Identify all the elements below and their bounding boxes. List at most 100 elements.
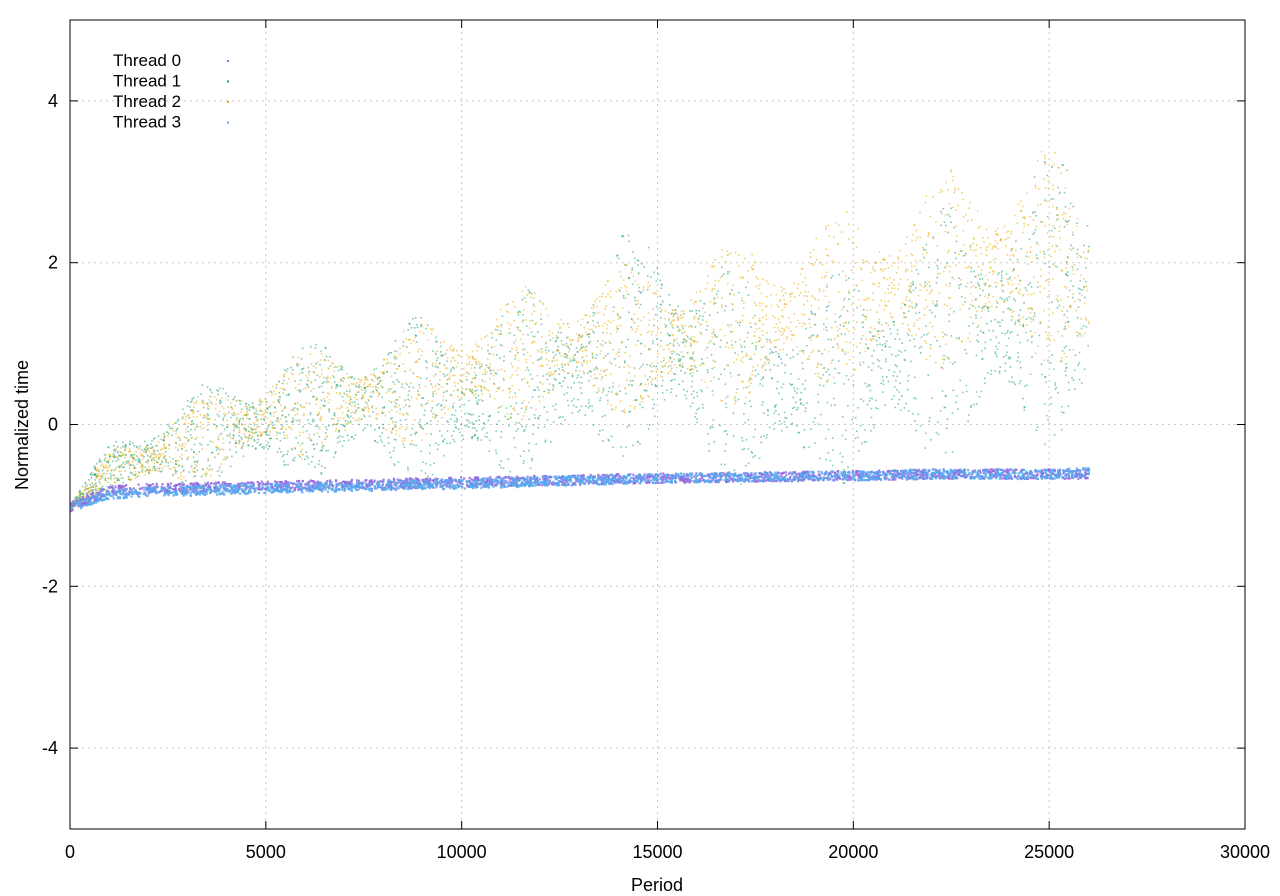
data-point (548, 330, 551, 333)
data-point (398, 365, 401, 367)
data-point (337, 441, 339, 444)
data-point (162, 452, 164, 455)
data-point (943, 406, 946, 409)
data-point (880, 367, 882, 370)
data-point (923, 256, 925, 259)
data-point (1037, 286, 1039, 288)
data-point (227, 399, 229, 401)
data-point (747, 281, 749, 283)
data-point (642, 289, 645, 291)
data-point (484, 373, 487, 375)
data-point (421, 350, 423, 352)
data-point (820, 363, 822, 366)
data-point (413, 327, 416, 329)
data-point (130, 454, 132, 456)
data-point (711, 266, 714, 269)
data-point (789, 300, 792, 302)
data-point (195, 463, 197, 466)
data-point (1085, 325, 1088, 328)
data-point (1032, 319, 1035, 321)
data-point (245, 412, 248, 415)
data-point (885, 322, 888, 324)
data-point (526, 382, 529, 385)
data-point (825, 458, 827, 461)
data-point (235, 420, 238, 422)
data-point (260, 418, 263, 420)
data-point (465, 388, 467, 390)
data-point (916, 319, 919, 321)
data-point (924, 340, 926, 342)
data-point (732, 435, 735, 437)
data-point (332, 424, 334, 426)
data-point (647, 286, 649, 288)
data-point (831, 464, 834, 467)
data-point (969, 201, 971, 204)
data-point (562, 323, 565, 325)
data-point (1056, 245, 1059, 248)
data-point (669, 370, 672, 372)
data-point (196, 465, 198, 467)
data-point (143, 447, 146, 450)
data-point (713, 297, 716, 299)
data-point (599, 353, 601, 355)
data-point (987, 372, 989, 374)
data-point (211, 403, 213, 405)
data-point (969, 246, 972, 248)
data-point (295, 436, 297, 439)
data-point (915, 429, 917, 432)
data-point (1083, 302, 1086, 305)
data-point (222, 442, 225, 444)
data-point (388, 399, 390, 402)
data-point (517, 413, 519, 415)
data-point (286, 420, 288, 423)
data-point (113, 474, 115, 477)
data-point (1011, 283, 1014, 286)
data-point (651, 383, 653, 386)
data-point (846, 210, 848, 213)
data-point (313, 372, 316, 374)
data-point (1066, 274, 1069, 277)
data-point (300, 368, 303, 371)
data-point (301, 457, 303, 460)
data-point (144, 466, 147, 469)
data-point (606, 332, 608, 334)
data-point (577, 337, 580, 340)
data-point (352, 383, 355, 386)
data-point (275, 434, 278, 437)
data-point (412, 372, 415, 375)
data-point (837, 360, 840, 362)
data-point (106, 485, 109, 488)
data-point (749, 376, 751, 379)
data-point (304, 458, 306, 461)
data-point (1001, 298, 1004, 300)
data-point (247, 425, 250, 428)
data-point (1015, 240, 1017, 242)
data-point (638, 367, 641, 370)
data-point (207, 421, 209, 424)
data-point (529, 467, 532, 470)
data-point (419, 419, 421, 421)
data-point (700, 389, 702, 391)
data-point (1057, 186, 1059, 189)
data-point (936, 259, 939, 262)
data-point (367, 410, 370, 413)
data-point (256, 420, 258, 422)
data-point (621, 410, 624, 412)
data-point (396, 350, 399, 353)
data-point (452, 366, 454, 369)
data-point (218, 449, 221, 451)
data-point (499, 406, 501, 408)
data-point (1050, 235, 1052, 238)
data-point (163, 446, 165, 448)
data-point (214, 419, 216, 421)
data-point (895, 379, 897, 382)
data-point (923, 334, 925, 336)
data-point (251, 445, 254, 447)
data-point (180, 475, 182, 477)
data-point (125, 444, 127, 446)
data-point (521, 299, 524, 301)
data-point (1016, 319, 1019, 321)
data-point (135, 450, 137, 453)
data-point (596, 354, 598, 356)
data-point (530, 296, 532, 299)
